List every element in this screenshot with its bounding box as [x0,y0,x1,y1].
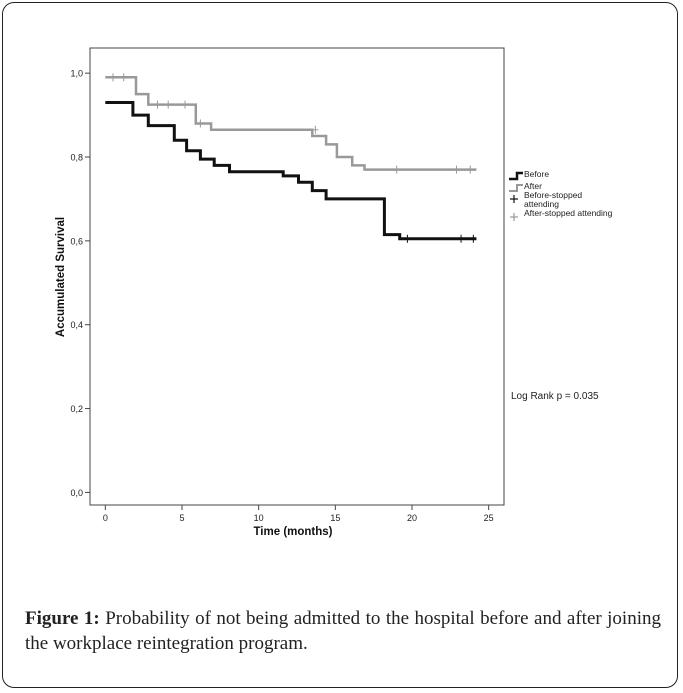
figure-frame: 0,0 0,2 0,4 0,6 0,8 1,0 0 5 10 15 20 25 Time (mont… [2,2,678,688]
x-tick-label: 15 [330,513,340,523]
y-axis-label: Accumulated Survival [55,217,67,337]
legend-label: Before-stopped attending [524,190,582,209]
y-tick-label: 0,4 [70,320,83,330]
censor-mark-before [470,234,477,243]
legend-item: After-stopped attending [510,208,613,221]
survival-chart: 0,0 0,2 0,4 0,6 0,8 1,0 0 5 10 15 20 25 Time (mont… [55,47,613,538]
chart-area: 0,0 0,2 0,4 0,6 0,8 1,0 0 5 10 15 20 25 Time (mont… [11,17,671,557]
x-tick-label: 5 [179,513,184,523]
legend-swatch [509,184,523,192]
censor-mark-after [120,73,127,82]
censor-mark-before [404,234,411,243]
censor-mark-after [110,73,116,82]
figure-label: Figure 1: [25,608,100,629]
x-tick-label: 10 [254,513,264,523]
legend-label: After-stopped attending [524,208,613,218]
censor-mark-after [197,119,204,128]
censor-mark-after [453,165,460,174]
x-tick-label: 0 [103,513,108,523]
series-line-after [105,76,477,171]
figure-caption-text: Probability of not being admitted to the… [25,608,661,654]
censor-mark-after [312,125,319,134]
censor-mark-after [182,100,189,109]
censor-mark-after [467,165,474,174]
censor-mark-before [458,234,465,243]
y-tick-label: 0,8 [70,153,83,163]
legend-item: Before [509,169,549,181]
legend-swatch [509,171,523,181]
series-layer [105,76,477,241]
log-rank-annotation: Log Rank p = 0.035 [511,391,599,402]
series-line-before [105,101,477,241]
y-tick-label: 0,6 [70,236,83,246]
censor-mark-after [393,165,400,174]
y-axis: 0,0 0,2 0,4 0,6 0,8 1,0 [70,69,90,498]
y-tick-label: 0,2 [70,404,83,414]
censor-layer [110,73,477,243]
x-tick-label: 20 [407,513,417,523]
x-tick-label: 25 [484,513,494,523]
legend-item: After [509,181,542,192]
y-tick-label: 1,0 [70,69,83,79]
censor-mark-after [154,100,161,109]
legend-item: Before-stopped attending [510,190,582,209]
censor-mark-after [165,100,172,109]
plot-frame [89,47,505,506]
legend-label: Before [524,169,549,179]
figure-caption: Figure 1: Probability of not being admit… [25,606,661,656]
x-axis-label: Time (months) [253,526,332,538]
x-axis: 0 5 10 15 20 25 [103,505,494,523]
y-tick-label: 0,0 [70,488,83,498]
legend-label: After [524,181,542,191]
